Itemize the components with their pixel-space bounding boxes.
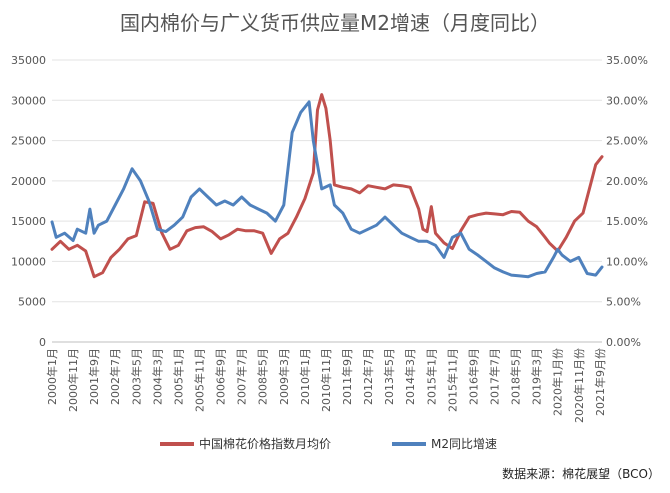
series-lines	[50, 93, 604, 279]
y-left-tick-label: 20000	[11, 175, 46, 188]
x-tick-label: 2009年3月	[277, 348, 291, 405]
x-tick-label: 2011年9月	[340, 348, 354, 405]
x-tick-label: 2012年7月	[361, 348, 375, 405]
x-tick-label: 2018年5月	[509, 348, 523, 405]
y-right-tick-label: 25.00%	[606, 135, 648, 148]
x-axis: 2000年1月 2000年11月 2001年9月 2002年7月 2003年5月 2004…	[45, 348, 607, 423]
y-left-tick-label: 5000	[18, 296, 46, 309]
x-tick-label: 2015年11月	[445, 348, 459, 412]
series-line-m2	[50, 100, 604, 279]
y-left-tick-label: 10000	[11, 255, 46, 268]
x-tick-label: 2010年11月	[319, 348, 333, 412]
x-tick-label: 2001年9月	[87, 348, 101, 405]
legend-label-cotton-price: 中国棉花价格指数月均价	[199, 436, 331, 451]
x-tick-label: 2020年1月份	[551, 348, 565, 416]
x-tick-label: 2021年9月份	[593, 348, 607, 416]
x-tick-label: 2003年5月	[129, 348, 143, 405]
x-tick-label: 2004年3月	[150, 348, 164, 405]
x-tick-label: 2008年5月	[256, 348, 270, 405]
chart-title: 国内棉价与广义货币供应量M2增速（月度同比）	[120, 11, 550, 35]
x-tick-label: 2005年11月	[193, 348, 207, 412]
x-tick-label: 2002年7月	[108, 348, 122, 405]
x-tick-label: 2013年5月	[382, 348, 396, 405]
x-tick-label: 2016年9月	[466, 348, 480, 405]
legend-label-m2: M2同比增速	[431, 437, 497, 451]
y-right-tick-label: 5.00%	[606, 296, 641, 309]
y-right-tick-label: 0.00%	[606, 336, 641, 349]
y-right-tick-label: 20.00%	[606, 175, 648, 188]
y-right-tick-label: 15.00%	[606, 215, 648, 228]
y-left-tick-label: 15000	[11, 215, 46, 228]
grid-lines	[52, 59, 602, 343]
x-tick-label: 2010年1月	[298, 348, 312, 405]
x-tick-label: 2014年3月	[403, 348, 417, 405]
y-left-tick-label: 0	[39, 336, 46, 349]
y-right-tick-label: 10.00%	[606, 255, 648, 268]
x-tick-label: 2007年7月	[235, 348, 249, 405]
x-tick-label: 2000年11月	[66, 348, 80, 412]
x-tick-label: 2005年1月	[171, 348, 185, 405]
y-right-tick-label: 30.00%	[606, 94, 648, 107]
y-left-tick-label: 25000	[11, 135, 46, 148]
x-tick-label: 2006年9月	[214, 348, 228, 405]
y-axis-left: 0 5000 10000 15000 20000 25000 30000 35000	[11, 54, 46, 349]
y-right-tick-label: 35.00%	[606, 54, 648, 67]
source-note: 数据来源：棉花展望（BCO）	[502, 466, 660, 481]
legend: 中国棉花价格指数月均价 M2同比增速	[160, 436, 497, 451]
x-tick-label: 2015年1月	[424, 348, 438, 405]
x-tick-label: 2017年7月	[488, 348, 502, 405]
y-axis-right: 0.00% 5.00% 10.00% 15.00% 20.00% 25.00% 30.00%…	[606, 54, 648, 349]
y-left-tick-label: 35000	[11, 54, 46, 67]
x-tick-label: 2000年1月	[45, 348, 59, 405]
x-tick-label: 2020年11月份	[572, 348, 586, 423]
y-left-tick-label: 30000	[11, 94, 46, 107]
series-line-cotton-price	[50, 93, 604, 279]
x-tick-label: 2019年3月	[530, 348, 544, 405]
